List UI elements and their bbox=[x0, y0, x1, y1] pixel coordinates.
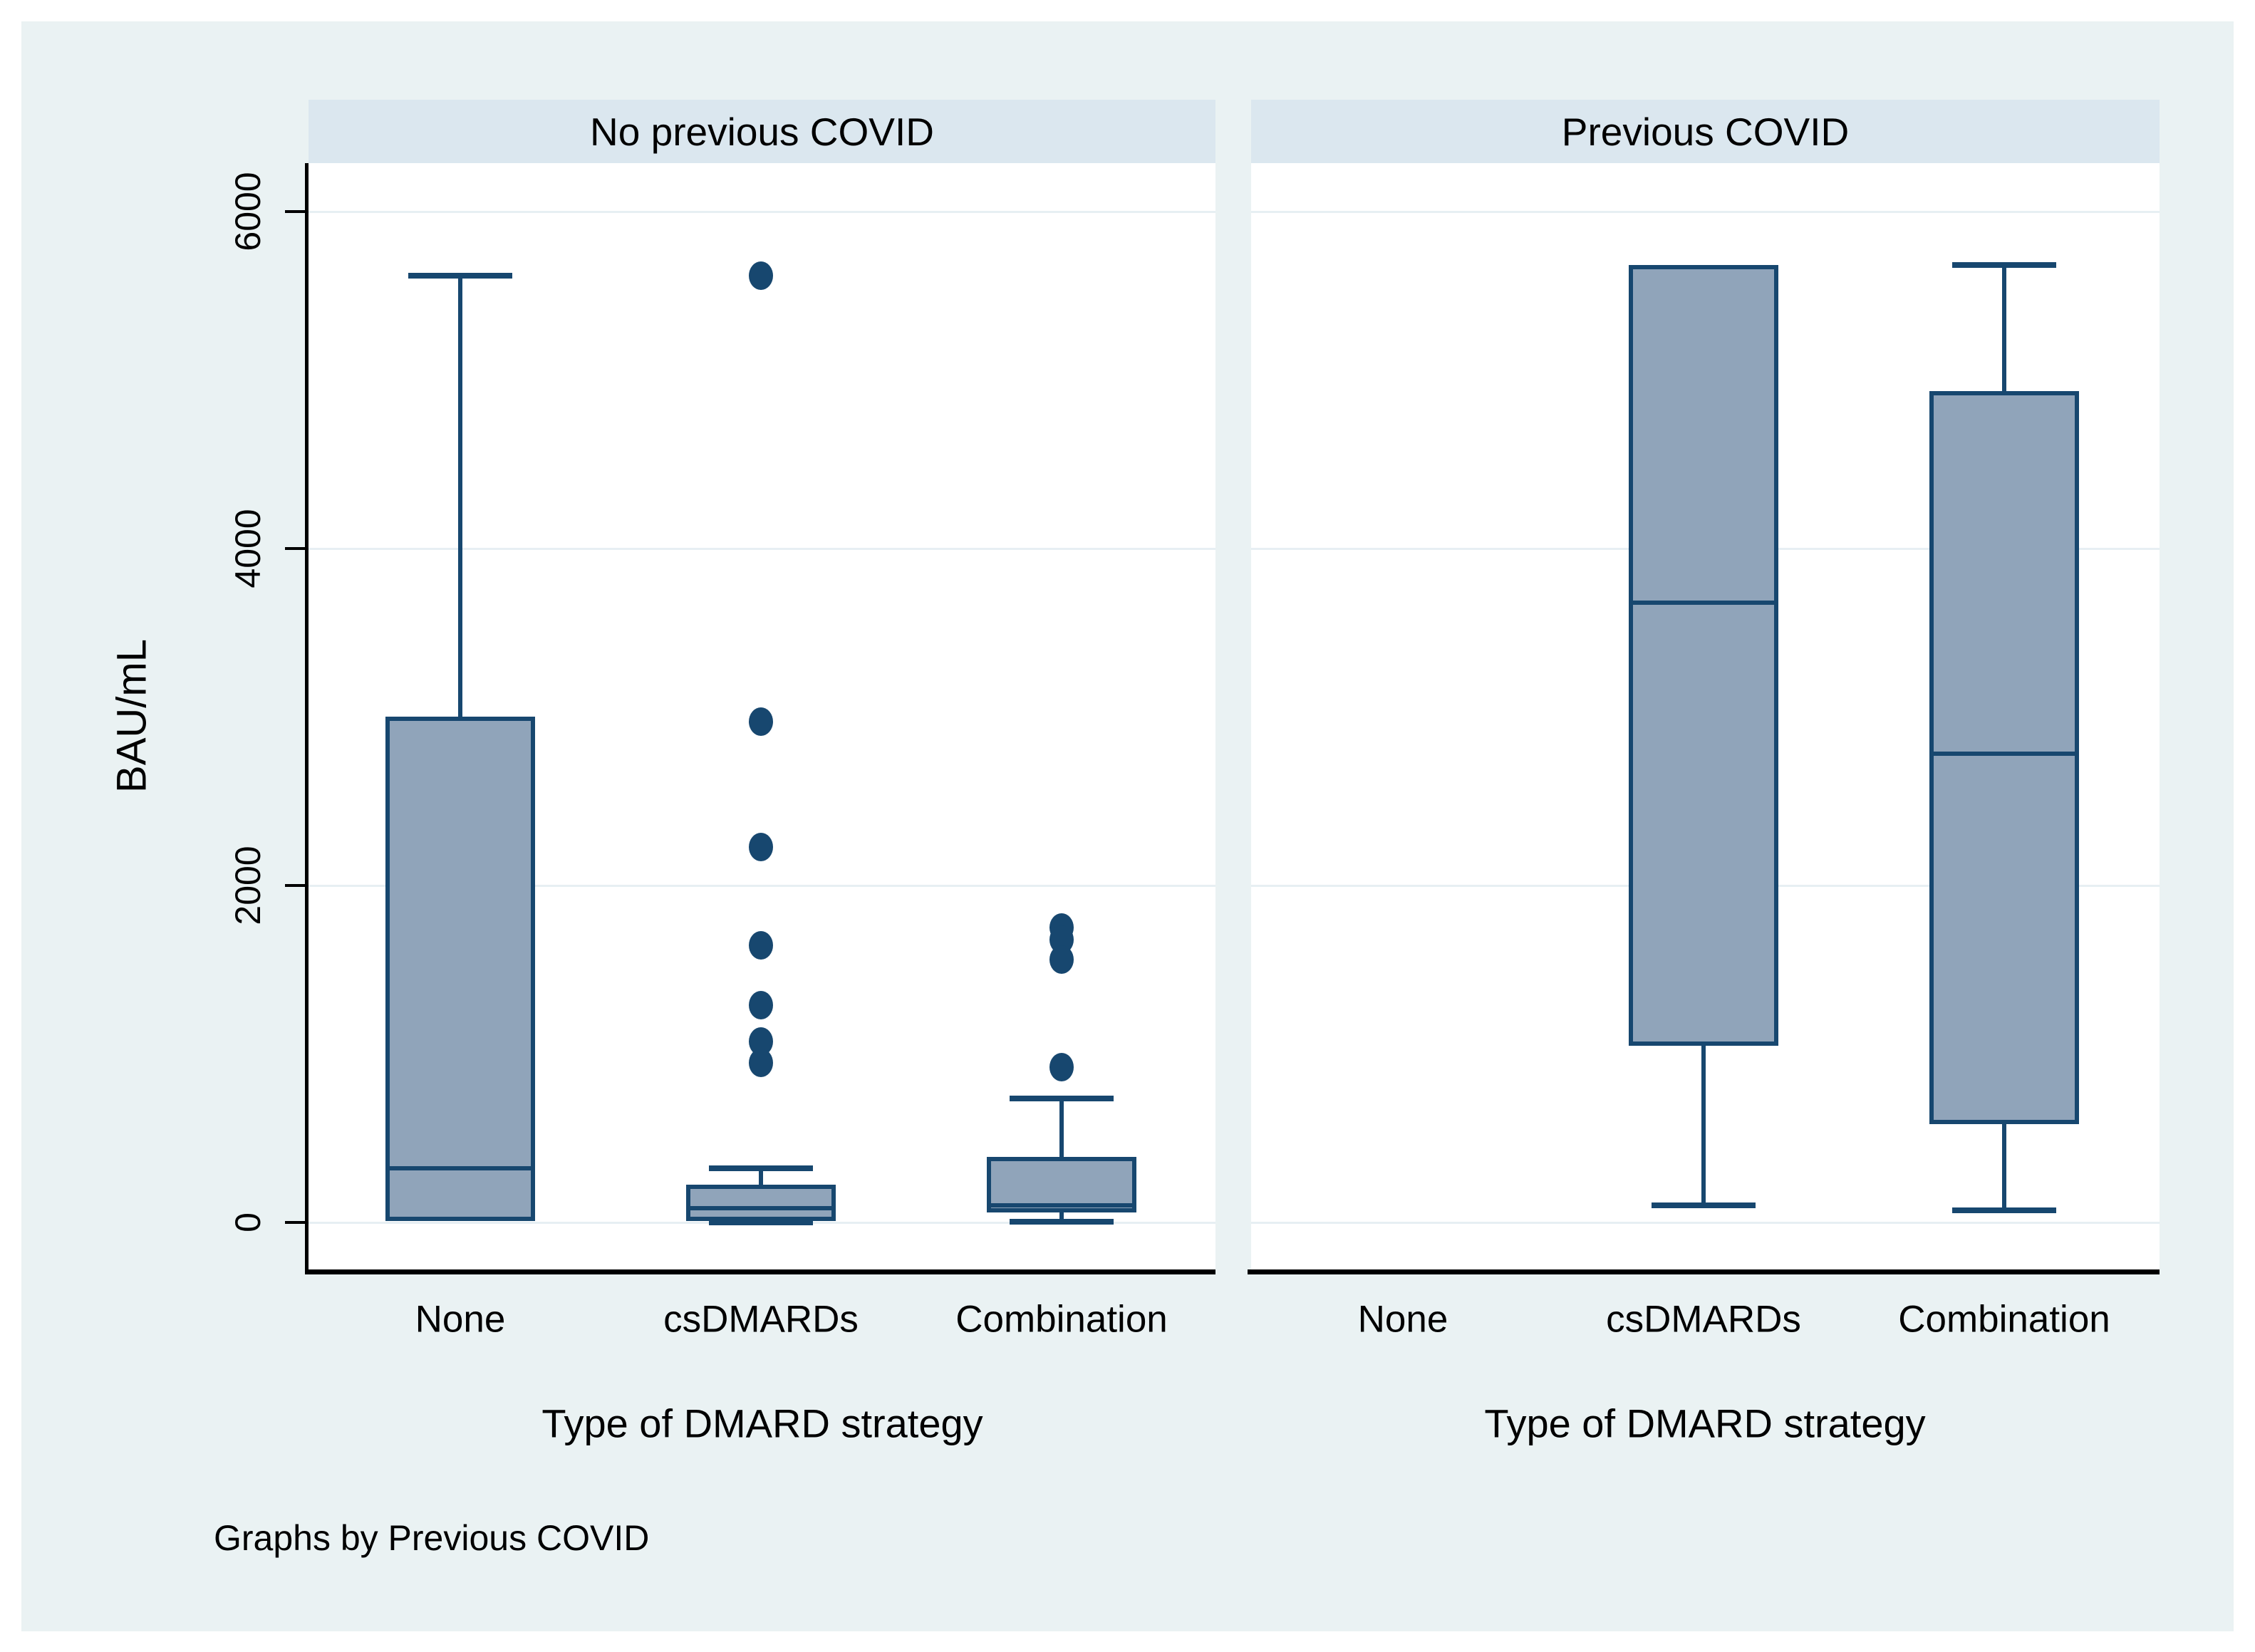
box-combination bbox=[1929, 391, 2079, 1124]
y-tick-4000 bbox=[285, 547, 305, 550]
outlier-dot bbox=[1049, 1053, 1074, 1081]
median-line-none bbox=[385, 1166, 535, 1170]
gridline-6000 bbox=[1251, 211, 2160, 213]
lower-whisker-stem bbox=[1701, 1046, 1706, 1205]
panel-title-label: No previous COVID bbox=[590, 109, 934, 154]
graph-region: No previous COVID Previous COVID None csD… bbox=[21, 21, 2234, 1631]
lower-whisker-stem bbox=[2002, 1124, 2006, 1210]
lower-whisker-cap bbox=[1010, 1219, 1114, 1225]
y-axis-line bbox=[305, 163, 309, 1274]
category-label-combination: Combination bbox=[1898, 1298, 2110, 1341]
lower-whisker-cap bbox=[709, 1220, 813, 1225]
y-axis-title: BAU/mL bbox=[108, 639, 155, 793]
y-tick-label-2000: 2000 bbox=[228, 846, 268, 925]
outlier-dot bbox=[749, 833, 773, 861]
y-tick-6000 bbox=[285, 210, 305, 213]
outlier-dot bbox=[749, 991, 773, 1019]
outlier-dot bbox=[749, 931, 773, 960]
y-tick-label-0: 0 bbox=[228, 1212, 268, 1232]
box-csdmards bbox=[686, 1185, 836, 1221]
box-none bbox=[385, 717, 535, 1221]
lower-whisker-cap bbox=[1952, 1207, 2056, 1213]
y-tick-2000 bbox=[285, 884, 305, 887]
y-tick-label-6000: 6000 bbox=[228, 172, 268, 251]
upper-whisker-cap bbox=[1952, 262, 2056, 268]
median-line-combination bbox=[987, 1203, 1136, 1207]
outlier-dot bbox=[1049, 945, 1074, 974]
category-label-none: None bbox=[415, 1298, 506, 1341]
lower-whisker-stem bbox=[1059, 1212, 1064, 1222]
outlier-dot bbox=[749, 1049, 773, 1077]
upper-whisker-cap bbox=[408, 273, 512, 279]
upper-whisker-cap bbox=[709, 1165, 813, 1171]
category-label-csdmards: csDMARDs bbox=[663, 1298, 859, 1341]
median-line-combination bbox=[1929, 752, 2079, 756]
panel-title-strip-no-previous-covid: No previous COVID bbox=[309, 100, 1215, 163]
x-axis-line-panel-2 bbox=[1248, 1269, 2160, 1274]
category-label-none: None bbox=[1357, 1298, 1448, 1341]
gridline-4000 bbox=[309, 548, 1215, 550]
by-note: Graphs by Previous COVID bbox=[214, 1518, 650, 1558]
upper-whisker-stem bbox=[2002, 265, 2006, 391]
panel-title-strip-previous-covid: Previous COVID bbox=[1251, 100, 2160, 163]
upper-whisker-stem bbox=[1059, 1098, 1064, 1157]
upper-whisker-stem bbox=[759, 1168, 763, 1185]
gridline-0 bbox=[1251, 1222, 2160, 1224]
gridline-2000 bbox=[309, 885, 1215, 887]
outlier-dot bbox=[749, 261, 773, 290]
x-axis-title-right-panel: Type of DMARD strategy bbox=[1484, 1401, 1926, 1446]
lower-whisker-cap bbox=[1652, 1202, 1756, 1208]
panel-title-label: Previous COVID bbox=[1561, 109, 1850, 154]
y-tick-label-4000: 4000 bbox=[228, 509, 268, 588]
category-label-csdmards: csDMARDs bbox=[1606, 1298, 1801, 1341]
median-line-csdmards bbox=[1629, 601, 1778, 605]
upper-whisker-cap bbox=[1010, 1096, 1114, 1101]
x-axis-title-left-panel: Type of DMARD strategy bbox=[541, 1401, 983, 1446]
gridline-6000 bbox=[309, 211, 1215, 213]
median-line-csdmards bbox=[686, 1206, 836, 1210]
chart-layer: None csDMARDs Combination None csDMARDs Combi… bbox=[21, 21, 2234, 1631]
upper-whisker-stem bbox=[458, 276, 462, 717]
outlier-dot bbox=[749, 707, 773, 736]
category-label-combination: Combination bbox=[955, 1298, 1168, 1341]
x-axis-line-panel-1 bbox=[305, 1269, 1215, 1274]
y-tick-0 bbox=[285, 1221, 305, 1224]
box-csdmards bbox=[1629, 265, 1778, 1046]
